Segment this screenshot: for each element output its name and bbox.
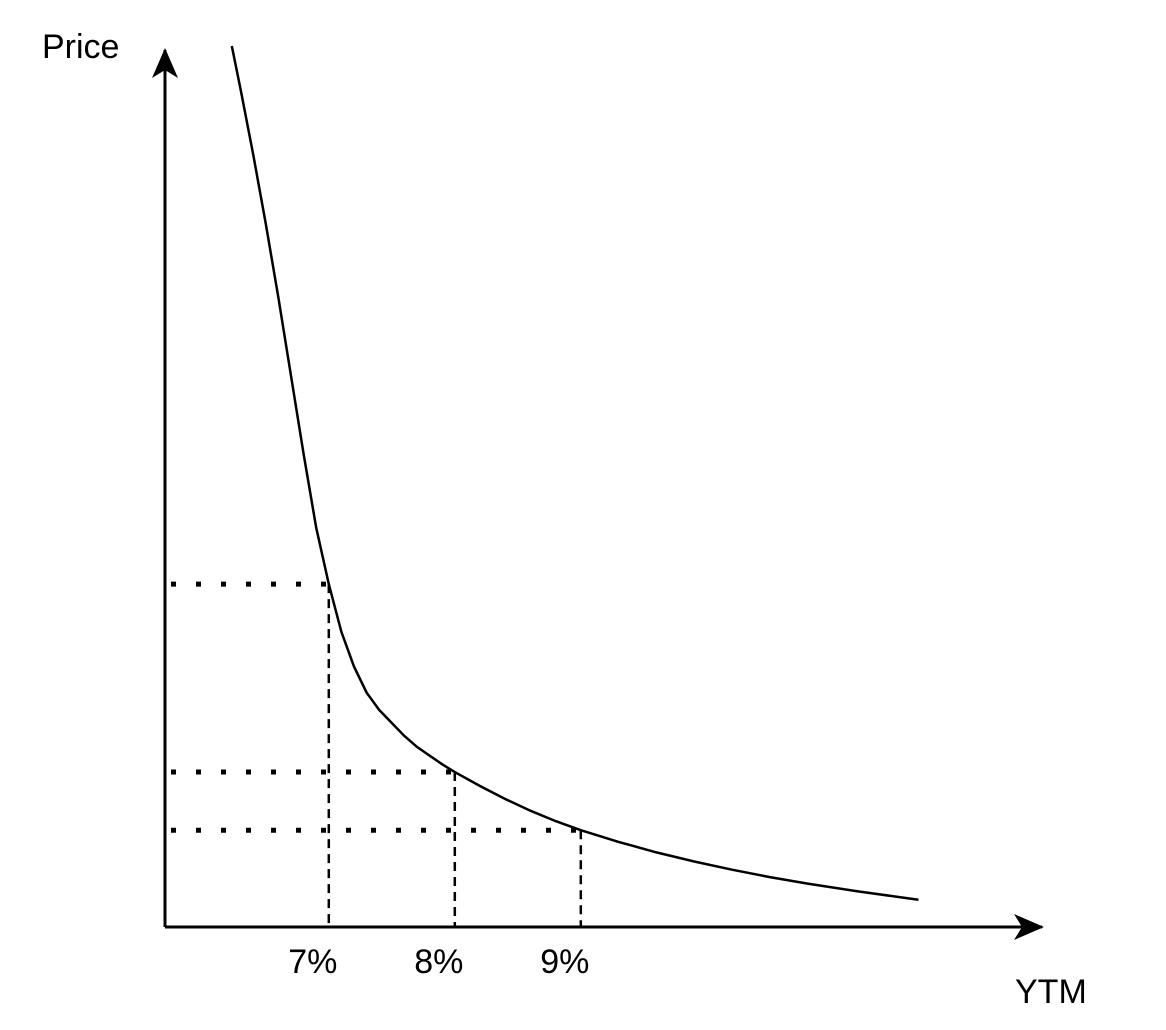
reference-lines <box>171 581 583 927</box>
y-axis-label: Price <box>42 28 119 66</box>
x-tick-label-2: 8% <box>414 943 463 981</box>
x-tick-labels: 7% 8% 9% <box>288 943 589 981</box>
price-yield-curve <box>230 45 919 901</box>
x-axis-label: YTM <box>1015 973 1087 1011</box>
x-tick-label-1: 7% <box>288 943 337 981</box>
x-tick-label-3: 9% <box>540 943 589 981</box>
